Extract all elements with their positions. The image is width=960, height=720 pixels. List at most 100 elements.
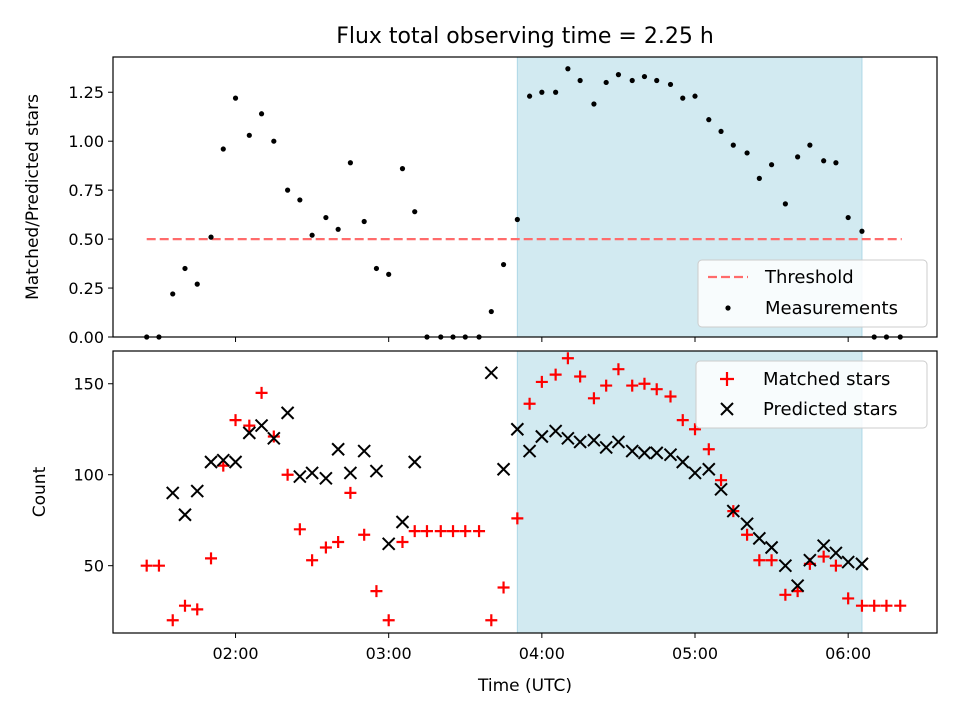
- matched-star-point: [205, 552, 218, 565]
- matched-star-point: [140, 559, 153, 572]
- legend-predicted-swatch: [720, 402, 734, 416]
- top-legend-box: [697, 259, 928, 328]
- measurement-point: [526, 93, 533, 99]
- top-y-tick-label: 0.25: [68, 279, 104, 298]
- matched-star-point: [523, 397, 536, 410]
- measurement-point: [323, 214, 329, 221]
- measurement-point: [514, 216, 520, 223]
- bottom-y-tick-label: 50: [84, 557, 104, 576]
- measurement-point: [692, 93, 698, 99]
- predicted-star-point: [650, 446, 664, 460]
- predicted-star-point: [369, 464, 384, 478]
- predicted-star-point: [676, 455, 690, 469]
- top-y-tick-label: 0.75: [68, 181, 104, 200]
- matched-star-point: [178, 599, 191, 612]
- matched-star-point: [267, 430, 280, 443]
- x-tick-label: 05:00: [672, 644, 718, 663]
- x-tick-label: 03:00: [366, 644, 412, 663]
- measurement-point: [565, 66, 571, 72]
- matched-star-point: [358, 528, 371, 541]
- predicted-star-point: [496, 462, 511, 476]
- measurement-points: [144, 66, 903, 340]
- x-tick-label: 04:00: [519, 644, 565, 663]
- measurement-point: [768, 162, 775, 168]
- matched-star-point: [217, 459, 230, 472]
- top-y-tick-label: 1.00: [68, 132, 104, 151]
- measurement-point: [730, 142, 736, 148]
- measurement-point: [833, 160, 839, 166]
- matched-star-point: [612, 363, 625, 376]
- top-panel: 0.00 0.25 0.50 0.75 1.00 1.25 Matched/Predict…: [23, 56, 938, 347]
- top-plot-frame: [112, 56, 938, 338]
- measurement-point: [795, 154, 801, 160]
- predicted-star-point: [484, 366, 499, 380]
- matched-star-point: [574, 370, 587, 383]
- measurement-point: [680, 95, 686, 101]
- x-axis-label: Time (UTC): [477, 676, 572, 696]
- measurement-point: [182, 265, 188, 272]
- predicted-star-point: [166, 486, 180, 500]
- predicted-star-point: [548, 424, 563, 438]
- measurement-point: [859, 228, 865, 234]
- legend-threshold-label: Threshold: [764, 267, 854, 288]
- measurement-point: [603, 79, 609, 86]
- predicted-star-point: [267, 431, 281, 446]
- predicted-star-point: [573, 435, 587, 449]
- matched-star-point: [791, 585, 804, 598]
- predicted-star-point: [216, 453, 230, 467]
- measurement-point: [399, 166, 406, 172]
- matched-star-point: [408, 525, 421, 538]
- predicted-star-point: [816, 538, 831, 553]
- measurement-point: [553, 89, 559, 95]
- predicted-star-point: [663, 447, 678, 462]
- predicted-star-point: [204, 455, 218, 469]
- measurement-point: [373, 265, 380, 272]
- matched-star-point: [332, 536, 345, 549]
- measurement-point: [246, 132, 252, 138]
- matched-star-point: [650, 383, 663, 396]
- top-y-tick-label: 1.25: [68, 83, 104, 102]
- bottom-panel: 50 100 150 02:00 03:00 04:00 05:00 06:00 Count…: [30, 350, 938, 696]
- bottom-x-axis-ticks: 02:00 03:00 04:00 05:00 06:00: [212, 633, 871, 663]
- predicted-star-point: [714, 482, 728, 496]
- predicted-star-point: [702, 462, 716, 476]
- matched-star-point: [420, 525, 433, 538]
- measurement-point: [756, 175, 762, 181]
- matched-star-point: [855, 599, 868, 612]
- measurement-point: [807, 142, 813, 148]
- bottom-plot-frame: [112, 350, 938, 634]
- matched-star-point: [459, 525, 472, 538]
- predicted-stars-points: [166, 366, 869, 593]
- matched-star-point: [473, 525, 486, 538]
- top-y-tick-label: 0.50: [68, 230, 104, 249]
- predicted-star-point: [190, 484, 204, 498]
- matched-star-point: [600, 379, 613, 392]
- measurement-point: [845, 214, 851, 221]
- top-legend: Threshold Measurements: [697, 259, 928, 328]
- measurement-point: [208, 234, 214, 240]
- legend-measurements-swatch: [725, 305, 731, 311]
- legend-measurements-label: Measurements: [765, 298, 898, 319]
- measurement-point: [361, 218, 367, 225]
- matched-star-point: [229, 414, 242, 427]
- top-x-axis-ticks: [235, 337, 849, 342]
- measurement-point: [718, 128, 724, 135]
- matched-star-point: [447, 525, 460, 538]
- matched-star-point: [753, 554, 766, 567]
- matched-star-point: [676, 414, 689, 427]
- bottom-legend-box: [695, 360, 928, 429]
- measurement-point: [297, 197, 303, 203]
- measurement-point: [706, 117, 712, 123]
- matched-star-point: [702, 443, 715, 456]
- matched-star-point: [779, 588, 792, 601]
- legend-matched-swatch: [720, 372, 734, 386]
- matched-star-point: [894, 599, 907, 612]
- predicted-star-point: [855, 557, 869, 571]
- matched-star-point: [549, 368, 562, 381]
- predicted-star-point: [408, 455, 422, 469]
- matched-star-point: [306, 554, 319, 567]
- predicted-star-point: [637, 446, 652, 460]
- matched-star-point: [243, 419, 256, 432]
- matched-star-point: [715, 474, 728, 487]
